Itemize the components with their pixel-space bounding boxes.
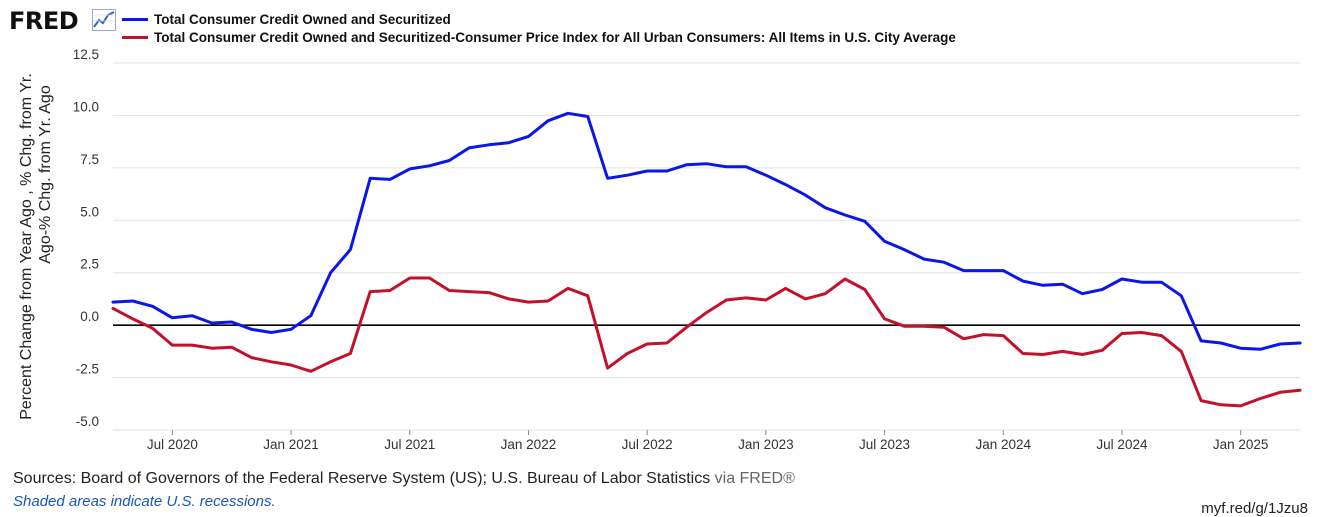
line-chart: -5.0 -2.5 0.0 2.5 5.0 7.5 10.0 12.5 Jul 2020 Jan…: [18, 47, 1302, 452]
x-tick-label: Jan 2025: [1213, 437, 1269, 452]
sources-text: Sources: Board of Governors of the Feder…: [13, 470, 711, 487]
footer-sources: Sources: Board of Governors of the Feder…: [13, 470, 795, 488]
legend-item-total-credit[interactable]: Total Consumer Credit Owned and Securiti…: [122, 11, 451, 27]
legend-swatch-blue: [122, 17, 148, 21]
chart-header: FRED Total Consumer Credit Owned and Sec…: [0, 0, 1320, 52]
x-tick-label: Jul 2020: [147, 437, 198, 452]
y-tick-label: 2.5: [80, 257, 99, 272]
legend-item-credit-minus-cpi[interactable]: Total Consumer Credit Owned and Securiti…: [122, 29, 956, 45]
series-line-credit-minus-cpi[interactable]: [111, 276, 1302, 408]
y-axis-label: Ago-% Chg. from Yr. Ago: [37, 85, 54, 264]
short-url[interactable]: myf.red/g/1Jzu8: [1201, 500, 1308, 517]
x-axis-ticks: Jul 2020 Jan 2021 Jul 2021 Jan 2022 Jul 2022…: [147, 430, 1269, 452]
x-tick-label: Jul 2024: [1096, 437, 1148, 452]
x-tick-label: Jan 2021: [263, 437, 319, 452]
y-axis-ticks: -5.0 -2.5 0.0 2.5 5.0 7.5 10.0 12.5: [73, 47, 99, 429]
x-tick-label: Jan 2024: [975, 437, 1031, 452]
x-tick-label: Jul 2022: [622, 437, 673, 452]
y-axis-label: Percent Change from Year Ago , % Chg. fr…: [18, 73, 35, 420]
recession-note: Shaded areas indicate U.S. recessions.: [13, 493, 276, 510]
x-tick-label: Jul 2021: [384, 437, 435, 452]
legend-swatch-red: [122, 35, 148, 39]
series-lines: [111, 111, 1302, 408]
series-line-total-credit[interactable]: [111, 111, 1302, 351]
y-tick-label: -5.0: [76, 414, 99, 429]
line-chart-icon: [92, 9, 116, 31]
x-tick-label: Jul 2023: [859, 437, 910, 452]
via-fred-link[interactable]: via FRED®: [710, 470, 795, 487]
y-tick-label: 0.0: [80, 309, 99, 324]
y-tick-label: 7.5: [80, 152, 99, 167]
gridlines: [113, 62, 1300, 431]
y-tick-label: 5.0: [80, 204, 99, 219]
y-tick-label: 10.0: [73, 99, 99, 114]
fred-logo[interactable]: FRED: [9, 7, 79, 35]
x-tick-label: Jan 2022: [501, 437, 557, 452]
legend-label: Total Consumer Credit Owned and Securiti…: [154, 29, 956, 45]
y-tick-label: 12.5: [73, 47, 99, 62]
legend-label: Total Consumer Credit Owned and Securiti…: [154, 11, 451, 27]
x-tick-label: Jan 2023: [738, 437, 794, 452]
y-tick-label: -2.5: [76, 362, 99, 377]
